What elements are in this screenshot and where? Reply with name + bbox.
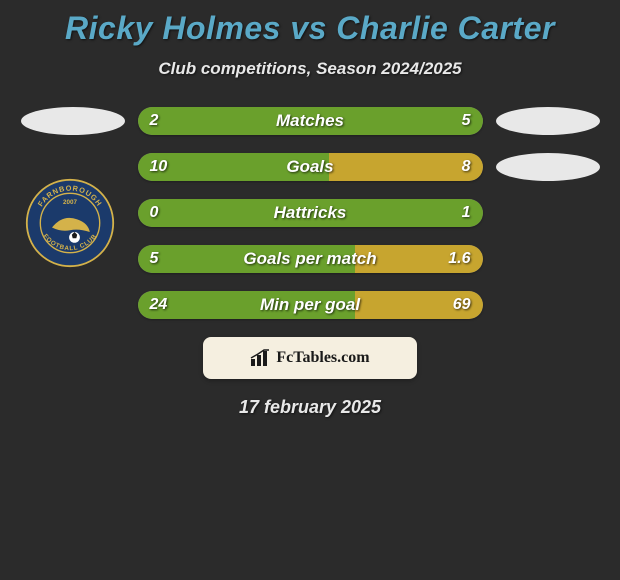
- bar-right-fill: [213, 199, 482, 227]
- right-value: 1: [462, 204, 471, 222]
- stat-bar: 2 5 Matches: [138, 107, 483, 135]
- right-value: 1.6: [448, 250, 470, 268]
- left-value: 0: [150, 204, 159, 222]
- date-label: 17 february 2025: [0, 397, 620, 418]
- stat-bar: 24 69 Min per goal: [138, 291, 483, 319]
- metric-label: Goals: [286, 157, 333, 177]
- player-photo-placeholder: [496, 153, 600, 181]
- right-slot: [483, 107, 613, 135]
- branding-text: FcTables.com: [250, 349, 369, 367]
- stat-bar: 5 1.6 Goals per match: [138, 245, 483, 273]
- stat-row: 24 69 Min per goal: [0, 291, 620, 319]
- stat-row: 2 5 Matches: [0, 107, 620, 135]
- subtitle: Club competitions, Season 2024/2025: [0, 59, 620, 79]
- left-slot: [8, 107, 138, 135]
- player-photo-placeholder: [496, 107, 600, 135]
- right-value: 8: [462, 158, 471, 176]
- page-title: Ricky Holmes vs Charlie Carter: [0, 0, 620, 47]
- branding-label: FcTables.com: [276, 349, 369, 367]
- left-value: 2: [150, 112, 159, 130]
- left-club-badge: FARNBOROUGH FOOTBALL CLUB 2007: [25, 178, 115, 268]
- stat-bar: 10 8 Goals: [138, 153, 483, 181]
- right-value: 69: [453, 296, 471, 314]
- club-badge-icon: FARNBOROUGH FOOTBALL CLUB 2007: [25, 178, 115, 268]
- metric-label: Min per goal: [260, 295, 360, 315]
- metric-label: Goals per match: [243, 249, 376, 269]
- stat-row: 10 8 Goals: [0, 153, 620, 181]
- bars-icon: [250, 349, 272, 367]
- bar-right-fill: [236, 107, 482, 135]
- metric-label: Hattricks: [274, 203, 347, 223]
- branding-badge[interactable]: FcTables.com: [203, 337, 417, 379]
- right-slot: [483, 153, 613, 181]
- left-value: 24: [150, 296, 168, 314]
- svg-text:2007: 2007: [63, 199, 78, 206]
- player-photo-placeholder: [21, 107, 125, 135]
- metric-label: Matches: [276, 111, 344, 131]
- left-value: 10: [150, 158, 168, 176]
- stats-comparison-card: Ricky Holmes vs Charlie Carter Club comp…: [0, 0, 620, 418]
- stat-bar: 0 1 Hattricks: [138, 199, 483, 227]
- left-value: 5: [150, 250, 159, 268]
- bar-right-fill: [329, 153, 482, 181]
- right-value: 5: [462, 112, 471, 130]
